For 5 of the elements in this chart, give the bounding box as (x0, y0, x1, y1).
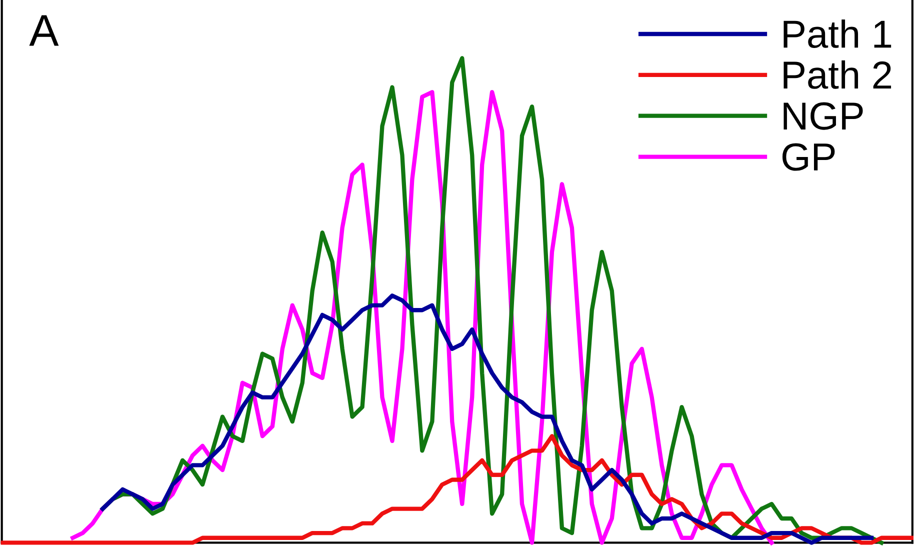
legend-label: GP (782, 143, 835, 171)
legend-label: NGP (784, 102, 863, 130)
legend-label: Path 2 (784, 60, 892, 89)
text: A (29, 15, 59, 46)
legend-label: Path 1 (784, 19, 892, 48)
